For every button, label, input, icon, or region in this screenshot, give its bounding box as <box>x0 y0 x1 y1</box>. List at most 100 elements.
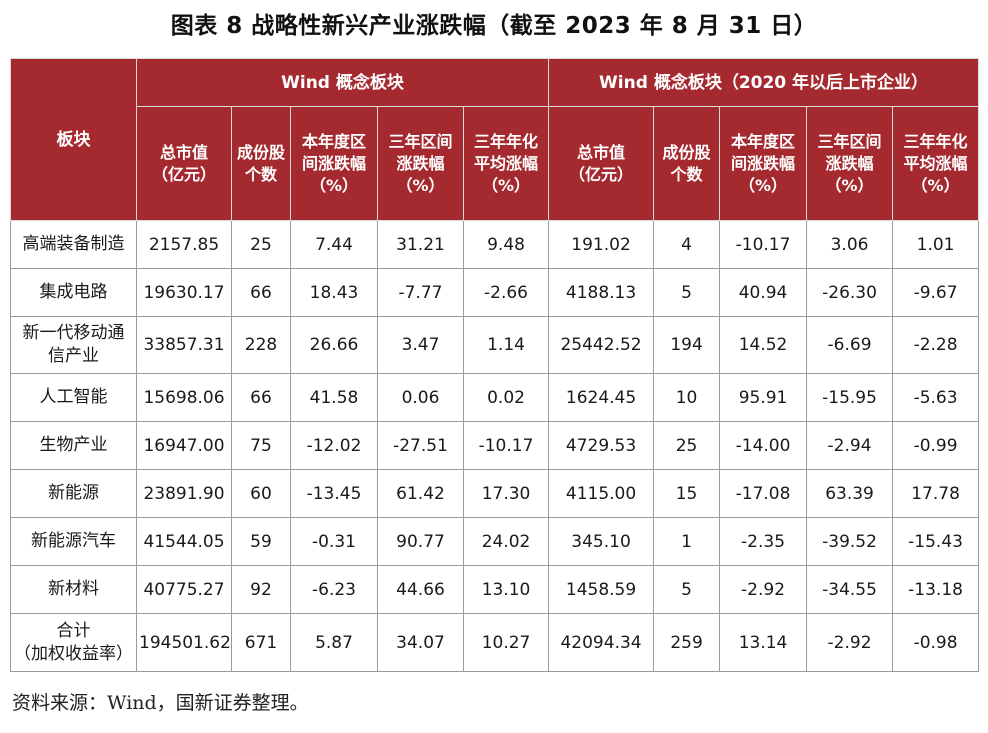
wind-2020-market-cap-header: 总市值 （亿元） <box>548 106 655 221</box>
table-cell: -34.55 <box>806 565 894 614</box>
row-label: 生物产业 <box>10 421 137 470</box>
table-cell: 1.14 <box>462 316 550 374</box>
table-cell: 7.44 <box>290 220 378 269</box>
table-cell: 95.91 <box>719 373 808 422</box>
table-cell: 23891.90 <box>136 469 232 518</box>
table-cell: 1 <box>653 517 721 566</box>
table-cell: 40.94 <box>719 268 808 317</box>
row-label: 集成电路 <box>10 268 137 317</box>
table-cell: 17.30 <box>462 469 550 518</box>
table-cell: 4729.53 <box>548 421 655 470</box>
table-cell: 4188.13 <box>548 268 655 317</box>
table-cell: 66 <box>231 373 291 422</box>
table-cell: 13.10 <box>462 565 550 614</box>
table-row: 人工智能 15698.06 66 41.58 0.06 0.02 1624.45 10 95.9… <box>10 373 980 422</box>
table-cell: 16947.00 <box>136 421 232 470</box>
table-cell: -17.08 <box>719 469 808 518</box>
table-cell: -6.23 <box>290 565 378 614</box>
table-cell: 1.01 <box>892 220 980 269</box>
table-cell: 2157.85 <box>136 220 232 269</box>
table-cell: 1624.45 <box>548 373 655 422</box>
table-cell: -6.69 <box>806 316 894 374</box>
wind-annualized-change-header: 三年年化 平均涨幅 （%） <box>462 106 550 221</box>
table-cell: 34.07 <box>377 613 464 672</box>
table-cell: -15.95 <box>806 373 894 422</box>
table-row: 生物产业 16947.00 75 -12.02 -27.51 -10.17 4729.53 2… <box>10 421 980 470</box>
wind-three-year-change-header: 三年区间 涨跌幅 （%） <box>377 106 464 221</box>
table-cell: 5 <box>653 268 721 317</box>
table-cell: 26.66 <box>290 316 378 374</box>
table-row: 新材料 40775.27 92 -6.23 44.66 13.10 1458.59 5 -2.9… <box>10 565 980 614</box>
table-cell: -0.99 <box>892 421 980 470</box>
row-label: 高端装备制造 <box>10 220 137 269</box>
table-cell: 0.02 <box>462 373 550 422</box>
table-cell: -5.63 <box>892 373 980 422</box>
table-cell: -27.51 <box>377 421 464 470</box>
table-cell: 194501.62 <box>136 613 232 672</box>
table-cell: 18.43 <box>290 268 378 317</box>
table-cell: -15.43 <box>892 517 980 566</box>
table-cell: -12.02 <box>290 421 378 470</box>
wind-market-cap-header: 总市值 （亿元） <box>136 106 232 221</box>
table-cell: 4 <box>653 220 721 269</box>
row-label: 新能源 <box>10 469 137 518</box>
table-cell: -2.92 <box>806 613 894 672</box>
table-cell: -2.66 <box>462 268 550 317</box>
table-cell: 60 <box>231 469 291 518</box>
table-cell: 0.06 <box>377 373 464 422</box>
table-cell: 10.27 <box>462 613 550 672</box>
table-cell: 259 <box>653 613 721 672</box>
table-cell: 63.39 <box>806 469 894 518</box>
wind-constituents-header: 成份股 个数 <box>231 106 291 221</box>
table-cell: 1458.59 <box>548 565 655 614</box>
table-cell: -26.30 <box>806 268 894 317</box>
table-cell: 3.06 <box>806 220 894 269</box>
table-cell: 3.47 <box>377 316 464 374</box>
table-cell: 31.21 <box>377 220 464 269</box>
industry-performance-table: 板块 Wind 概念板块 Wind 概念板块（2020 年以后上市企业） 总市值… <box>10 58 980 672</box>
table-cell: -0.31 <box>290 517 378 566</box>
block-column-header: 板块 <box>10 58 137 221</box>
table-cell: 33857.31 <box>136 316 232 374</box>
table-cell: -2.94 <box>806 421 894 470</box>
table-cell: 75 <box>231 421 291 470</box>
table-cell: -7.77 <box>377 268 464 317</box>
row-label: 合计 （加权收益率） <box>10 613 137 672</box>
table-cell: 90.77 <box>377 517 464 566</box>
table-cell: 19630.17 <box>136 268 232 317</box>
wind-ytd-change-header: 本年度区 间涨跌幅 （%） <box>290 106 378 221</box>
table-cell: 24.02 <box>462 517 550 566</box>
table-row: 新能源汽车 41544.05 59 -0.31 90.77 24.02 345.10 1 -2.… <box>10 517 980 566</box>
table-cell: 59 <box>231 517 291 566</box>
table-cell: -2.92 <box>719 565 808 614</box>
wind-2020-constituents-header: 成份股 个数 <box>653 106 721 221</box>
table-cell: -39.52 <box>806 517 894 566</box>
table-cell: -0.98 <box>892 613 980 672</box>
wind-2020-group-header: Wind 概念板块（2020 年以后上市企业） <box>548 58 980 107</box>
table-row: 新一代移动通 信产业 33857.31 228 26.66 3.47 1.14 25442.5… <box>10 316 980 374</box>
table-cell: 15698.06 <box>136 373 232 422</box>
row-label: 新材料 <box>10 565 137 614</box>
table-cell: 25442.52 <box>548 316 655 374</box>
table-cell: -2.28 <box>892 316 980 374</box>
table-cell: 61.42 <box>377 469 464 518</box>
table-cell: 228 <box>231 316 291 374</box>
table-cell: 40775.27 <box>136 565 232 614</box>
table-cell: 25 <box>231 220 291 269</box>
table-cell: 9.48 <box>462 220 550 269</box>
table-cell: 5.87 <box>290 613 378 672</box>
table-cell: 44.66 <box>377 565 464 614</box>
table-cell: 15 <box>653 469 721 518</box>
wind-2020-annualized-change-header: 三年年化 平均涨幅 （%） <box>892 106 980 221</box>
table-cell: 14.52 <box>719 316 808 374</box>
table-cell: 345.10 <box>548 517 655 566</box>
table-cell: 671 <box>231 613 291 672</box>
row-label: 新一代移动通 信产业 <box>10 316 137 374</box>
source-note: 资料来源：Wind，国新证券整理。 <box>12 692 309 714</box>
table-row: 新能源 23891.90 60 -13.45 61.42 17.30 4115.00 15 -1… <box>10 469 980 518</box>
table-row: 合计 （加权收益率） 194501.62 671 5.87 34.07 10.27 42094… <box>10 613 980 672</box>
table-row: 集成电路 19630.17 66 18.43 -7.77 -2.66 4188.13 5 40.… <box>10 268 980 317</box>
row-label: 新能源汽车 <box>10 517 137 566</box>
table-cell: -10.17 <box>462 421 550 470</box>
table-cell: 25 <box>653 421 721 470</box>
